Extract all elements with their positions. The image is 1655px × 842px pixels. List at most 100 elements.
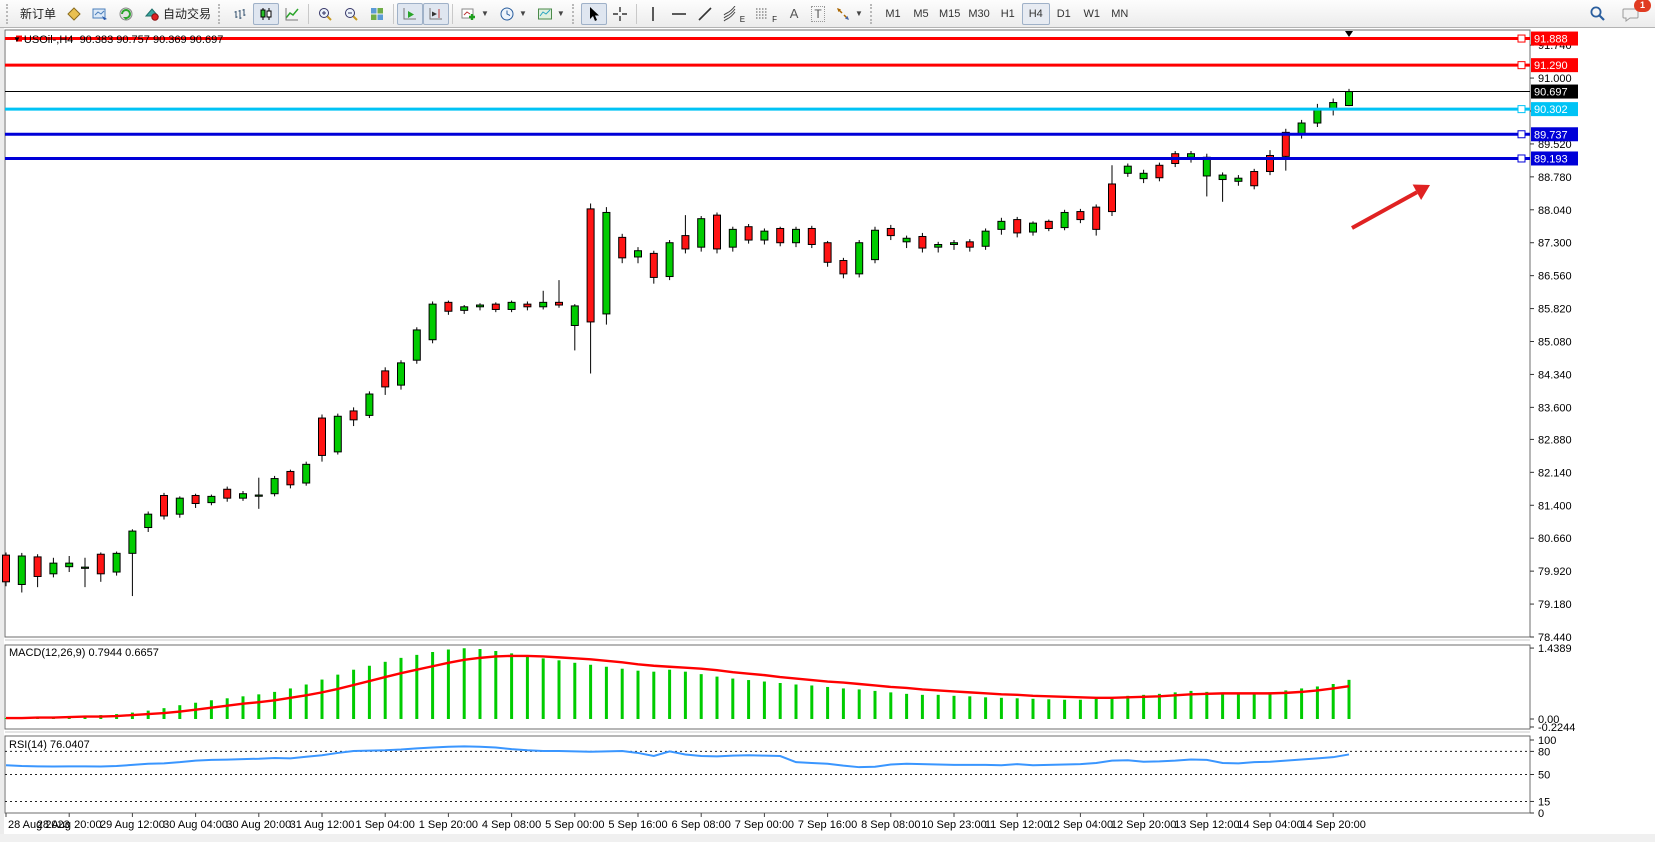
trendline-tool-button[interactable] (692, 3, 718, 25)
timeframe-button-d1[interactable]: D1 (1056, 7, 1071, 20)
candle-body (918, 235, 927, 249)
periods-button[interactable]: ▼ (494, 3, 532, 25)
macd-signal-line (6, 654, 1350, 720)
candle-body (539, 301, 548, 308)
svg-text:6 Sep 08:00: 6 Sep 08:00 (672, 819, 731, 831)
timeframe-button-m15[interactable]: M15 (938, 7, 961, 20)
arrows-tool-button[interactable]: ▼ (830, 3, 868, 25)
profiles-button[interactable] (113, 3, 139, 25)
search-button[interactable] (1584, 3, 1611, 25)
svg-text:84.340: 84.340 (1538, 369, 1572, 381)
fibonacci-tool-button[interactable]: F (750, 3, 782, 25)
svg-text:13 Sep 12:00: 13 Sep 12:00 (1174, 819, 1239, 831)
candle-body (997, 220, 1006, 230)
timeframe-button-m1[interactable]: M1 (885, 7, 901, 20)
indicators-button[interactable]: ▼ (456, 3, 494, 25)
timeframe-button-h4[interactable]: H4 (1021, 2, 1050, 25)
timeframe-button-mn[interactable]: MN (1111, 7, 1129, 20)
equidistant-channel-tool-button[interactable]: E (718, 3, 750, 25)
toolbar-right-icons: 1 (1584, 0, 1651, 25)
candle-body (112, 552, 121, 573)
auto-trading-button[interactable]: 自动交易 (139, 3, 216, 25)
hline-handle (1517, 105, 1526, 114)
crosshair-tool-button[interactable] (607, 3, 633, 25)
add-indicator-icon (461, 8, 476, 20)
price-badge (1531, 84, 1578, 99)
candle-body (823, 242, 832, 263)
candle-body (618, 236, 627, 259)
svg-text:89.520: 89.520 (1538, 139, 1572, 151)
vertical-line-icon (651, 6, 654, 21)
tile-windows-button[interactable] (364, 3, 390, 25)
hline-handle (1517, 61, 1526, 70)
svg-text:90.302: 90.302 (1534, 104, 1568, 116)
candlestick-chart-type-button[interactable] (253, 2, 280, 25)
horizontal-line-objects[interactable] (5, 34, 1530, 163)
candle-body (302, 463, 311, 484)
rsi-label: RSI(14) 76.0407 (9, 739, 90, 751)
svg-text:31 Aug 12:00: 31 Aug 12:00 (290, 819, 355, 831)
clock-icon (500, 7, 514, 20)
templates-button[interactable]: ▼ (532, 3, 570, 25)
svg-text:88.780: 88.780 (1538, 172, 1572, 184)
trend-arrow-annotation[interactable] (1351, 184, 1430, 230)
notifications-button[interactable]: 1 (1617, 0, 1651, 25)
horizontal-line-icon (671, 12, 686, 15)
timeframe-button-h1[interactable]: H1 (1000, 7, 1015, 20)
candle-body (792, 228, 800, 244)
candlestick-series (2, 88, 1353, 597)
horizontal-line-tool-button[interactable] (666, 3, 692, 25)
svg-text:1.4389: 1.4389 (1538, 643, 1572, 655)
auto-scroll-button[interactable] (397, 2, 424, 25)
chart-shift-button[interactable] (423, 2, 450, 25)
chevron-down-icon: ▼ (556, 9, 565, 18)
line-chart-type-button[interactable] (279, 3, 305, 25)
svg-text:30 Aug 20:00: 30 Aug 20:00 (226, 819, 291, 831)
new-chart-button[interactable] (87, 3, 113, 25)
text-tool-button[interactable]: A (782, 3, 806, 25)
candle-body (365, 393, 374, 416)
chart-canvas[interactable]: 91.74091.00090.26089.52088.78088.04087.3… (0, 28, 1655, 842)
channel-glyph: E (739, 14, 746, 24)
svg-text:85.080: 85.080 (1538, 337, 1572, 349)
price-badge (1531, 58, 1578, 73)
timeframe-button-m30[interactable]: M30 (968, 7, 990, 20)
tile-windows-icon (371, 7, 384, 20)
zoom-in-button[interactable] (312, 3, 338, 25)
candle-body (555, 301, 563, 306)
expert-advisor-icon (144, 7, 160, 21)
candle-body (65, 562, 74, 568)
market-watch-icon (67, 6, 81, 21)
cursor-tool-button[interactable] (580, 2, 607, 25)
macd-pane: 1.4389 0.00-0.2244 (4, 643, 1575, 734)
candle-body (175, 497, 184, 515)
zoom-out-button[interactable] (338, 3, 364, 25)
market-watch-button[interactable] (61, 3, 87, 25)
chevron-down-icon: ▼ (518, 9, 527, 18)
timeframe-button-m5[interactable]: M5 (913, 7, 929, 20)
svg-text:4 Sep 08:00: 4 Sep 08:00 (482, 819, 541, 831)
candle-body (649, 252, 658, 278)
toolbar-grip (869, 3, 877, 24)
candle-body (713, 214, 721, 250)
svg-text:83.600: 83.600 (1538, 402, 1572, 414)
hline-handle (1517, 154, 1526, 163)
candle-body (207, 495, 216, 504)
bar-chart-type-button[interactable] (227, 3, 253, 25)
vertical-line-tool-button[interactable] (640, 3, 666, 25)
candle-body (444, 301, 453, 312)
main-toolbar: 新订单 自动交易 (0, 0, 1655, 28)
svg-text:28 Aug 2023: 28 Aug 2023 (8, 819, 70, 831)
candle-body (1297, 122, 1306, 135)
candle-body (744, 226, 753, 241)
svg-text:12 Sep 20:00: 12 Sep 20:00 (1111, 819, 1176, 831)
candle-body (1202, 156, 1211, 177)
candle-body (1108, 183, 1116, 213)
text-label-tool-button[interactable]: T (806, 3, 830, 25)
candle-body (586, 208, 595, 323)
macd-label: MACD(12,26,9) 0.7944 0.6657 (9, 647, 159, 659)
new-order-button[interactable]: 新订单 (15, 3, 61, 25)
timeframe-button-w1[interactable]: W1 (1083, 7, 1101, 20)
svg-text:12 Sep 04:00: 12 Sep 04:00 (1048, 819, 1113, 831)
